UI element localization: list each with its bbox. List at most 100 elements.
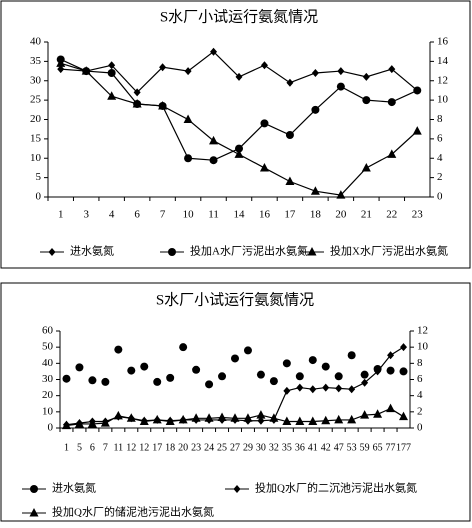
x-tick-label: 20 <box>178 442 188 453</box>
y2-tick-label: 16 <box>437 36 449 48</box>
data-point <box>178 414 188 424</box>
data-point <box>374 367 382 376</box>
x-tick-label: 32 <box>269 442 279 453</box>
data-point <box>321 415 331 425</box>
legend-label: 投加Q水厂的储泥池污泥出水氨氮 <box>52 505 214 519</box>
legend-marker <box>233 485 241 493</box>
x-tick-label: 29 <box>243 442 253 453</box>
y-tick-label: 40 <box>30 36 42 48</box>
y-tick-label: 30 <box>30 74 42 86</box>
y2-tick-label: 10 <box>437 94 449 106</box>
y2-tick-label: 8 <box>437 113 443 125</box>
y2-tick-label: 0 <box>437 191 443 203</box>
y-tick-label: 60 <box>42 325 54 337</box>
y-tick-label: 30 <box>42 373 54 385</box>
data-point <box>165 416 175 426</box>
data-point <box>399 367 408 376</box>
legend-marker <box>48 248 56 256</box>
y2-tick-label: 0 <box>417 422 423 434</box>
series-line <box>60 62 418 196</box>
data-point <box>413 86 422 95</box>
data-point <box>140 362 149 371</box>
y-tick-label: 10 <box>30 152 42 164</box>
y-tick-label: 35 <box>30 55 42 67</box>
x-tick-label: 36 <box>295 442 305 453</box>
data-point <box>107 69 116 77</box>
x-tick-label: 41 <box>308 442 318 453</box>
x-tick-label: 59 <box>360 442 370 453</box>
data-point <box>158 100 168 110</box>
chart-title: S水厂小试运行氨氮情况 <box>160 8 318 25</box>
data-point <box>152 414 162 424</box>
data-point <box>334 372 343 381</box>
data-point <box>230 413 240 422</box>
x-tick-label: 27 <box>230 442 240 453</box>
data-point <box>361 162 371 172</box>
y-tick-label: 20 <box>42 389 54 401</box>
y2-tick-label: 4 <box>437 152 443 164</box>
data-point <box>311 69 319 77</box>
data-point <box>269 413 279 422</box>
data-point <box>360 370 369 379</box>
x-tick-label: 3 <box>83 209 89 221</box>
data-point <box>75 363 84 372</box>
data-point <box>321 362 330 371</box>
data-point <box>204 413 214 422</box>
legend-label: 投加A水厂污泥出水氨氮 <box>190 244 308 258</box>
data-point <box>113 410 123 420</box>
data-point <box>179 343 188 352</box>
x-tick-label: 24 <box>204 442 214 453</box>
data-point <box>209 156 218 165</box>
data-point <box>322 383 330 392</box>
x-tick-label: 1 <box>58 209 64 221</box>
data-point <box>285 131 294 139</box>
data-point <box>295 372 304 381</box>
data-point <box>399 411 409 421</box>
data-point <box>347 414 357 424</box>
y-tick-label: 15 <box>30 132 42 144</box>
y2-tick-label: 12 <box>417 325 428 337</box>
y2-tick-label: 12 <box>437 74 448 86</box>
data-point <box>269 377 278 386</box>
y2-tick-label: 2 <box>417 405 423 417</box>
y2-tick-label: 4 <box>417 389 423 401</box>
data-point <box>139 416 149 426</box>
data-point <box>282 416 292 426</box>
data-point <box>361 378 369 387</box>
x-tick-label: 6 <box>134 209 140 221</box>
data-point <box>362 72 370 81</box>
data-point <box>260 119 269 128</box>
x-tick-label: 7 <box>103 442 108 453</box>
data-point <box>256 370 265 379</box>
x-tick-label: 14 <box>234 209 246 221</box>
y-tick-label: 20 <box>30 113 42 125</box>
data-point <box>114 345 123 354</box>
y2-tick-label: 8 <box>417 357 423 369</box>
x-tick-label: 42 <box>321 442 331 453</box>
y-tick-label: 10 <box>42 405 54 417</box>
y-tick-label: 40 <box>42 357 54 369</box>
data-point <box>133 88 141 97</box>
data-point <box>235 144 243 153</box>
data-point <box>218 372 227 381</box>
data-point <box>348 385 356 394</box>
data-point <box>107 91 117 100</box>
x-tick-label: 16 <box>259 209 271 221</box>
data-point <box>184 67 192 76</box>
data-point <box>388 65 396 74</box>
data-point <box>210 47 218 56</box>
y2-tick-label: 2 <box>437 171 443 183</box>
data-point <box>285 176 295 185</box>
x-tick-label: 7 <box>160 209 166 221</box>
data-point <box>387 351 395 360</box>
data-point <box>166 373 175 382</box>
data-point <box>286 78 294 87</box>
legend-marker <box>307 247 317 256</box>
y2-tick-label: 6 <box>437 132 443 144</box>
data-point <box>387 98 396 107</box>
x-tick-label: 1 <box>64 442 69 453</box>
data-point <box>337 67 345 76</box>
x-tick-label: 65 <box>373 442 383 453</box>
data-point <box>205 380 214 389</box>
x-tick-label: 20 <box>335 209 347 221</box>
